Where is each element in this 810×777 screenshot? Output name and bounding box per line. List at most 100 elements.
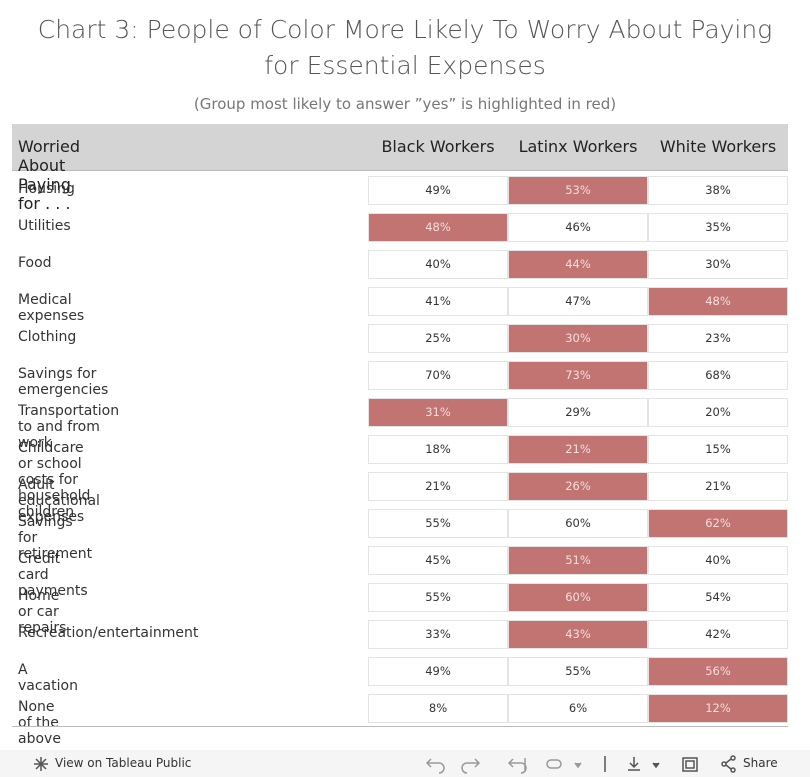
cell: [508, 472, 648, 501]
cell-value: 38%: [705, 183, 731, 197]
cell-value: 45%: [425, 553, 451, 567]
cell: [648, 361, 788, 390]
cell-value: 21%: [705, 479, 731, 493]
cell: [508, 694, 648, 723]
cell-value: 55%: [565, 664, 591, 678]
cell-value: 26%: [565, 479, 591, 493]
cell: [508, 435, 648, 464]
cell-value: 40%: [705, 553, 731, 567]
toolbar-icons: [425, 756, 698, 774]
cell: [648, 435, 788, 464]
column-header: Black Workers: [381, 137, 495, 156]
cell: [368, 583, 508, 612]
cell-value: 55%: [425, 516, 451, 530]
row-label: Recreation/entertainment: [18, 625, 199, 641]
row-label: Utilities: [18, 218, 71, 234]
cell: [648, 250, 788, 279]
view-link[interactable]: View on Tableau Public: [55, 756, 192, 770]
cell-value: 43%: [565, 627, 591, 641]
row-label: Adult educational expenses: [18, 477, 100, 525]
subtitle: (Group most likely to answer ”yes” is hi…: [193, 95, 617, 113]
cell: [648, 398, 788, 427]
cell-value: 25%: [425, 331, 451, 345]
cell: [508, 287, 648, 316]
row-label: None of the above: [18, 699, 61, 747]
cell-value: 12%: [705, 701, 731, 715]
cell-value: 21%: [425, 479, 451, 493]
cell: [648, 620, 788, 649]
toolbar: View on Tableau Public Share: [0, 750, 810, 777]
cell-value: 70%: [425, 368, 451, 382]
cell-value: 49%: [425, 664, 451, 678]
cell: [368, 324, 508, 353]
share-button[interactable]: Share: [743, 756, 778, 770]
cell: [368, 472, 508, 501]
cell: [368, 176, 508, 205]
cell-value: 18%: [425, 442, 451, 456]
cell: [508, 657, 648, 686]
row-label: A vacation: [18, 662, 78, 694]
column-header: White Workers: [659, 137, 777, 156]
row-label: Transportation to and from work: [18, 403, 120, 451]
cell-value: 44%: [565, 257, 591, 271]
cell: [368, 694, 508, 723]
cell-value: 40%: [425, 257, 451, 271]
table-bottom-rule: [12, 726, 788, 727]
row-label: Housing: [18, 181, 75, 197]
cell: [648, 287, 788, 316]
cell-value: 48%: [425, 220, 451, 234]
cell: [508, 398, 648, 427]
cell-value: 54%: [705, 590, 731, 604]
cell: [508, 213, 648, 242]
row-label: Food: [18, 255, 52, 271]
cell-value: 35%: [705, 220, 731, 234]
cell-value: 30%: [565, 331, 591, 345]
row-label: Clothing: [18, 329, 77, 345]
cell-value: 6%: [568, 701, 588, 715]
cell: [508, 361, 648, 390]
cell-value: 15%: [705, 442, 731, 456]
cell: [648, 583, 788, 612]
cell-value: 47%: [565, 294, 591, 308]
cell-value: 53%: [565, 183, 591, 197]
cell: [648, 546, 788, 575]
cell-value: 20%: [705, 405, 731, 419]
cell: [508, 546, 648, 575]
cell-value: 30%: [705, 257, 731, 271]
cell-value: 31%: [425, 405, 451, 419]
cell-value: 46%: [565, 220, 591, 234]
cell: [368, 213, 508, 242]
cell: [508, 250, 648, 279]
row-label: Childcare or school costs for household …: [18, 440, 91, 520]
tableau-icon: [34, 757, 48, 771]
cell: [368, 250, 508, 279]
cell-value: 21%: [565, 442, 591, 456]
cell: [508, 176, 648, 205]
column-header: Latinx Workers: [518, 137, 638, 156]
cell: [648, 694, 788, 723]
cell-value: 55%: [425, 590, 451, 604]
row-label: Credit card payments: [18, 551, 88, 599]
cell-value: 41%: [425, 294, 451, 308]
row-label: Medical expenses: [18, 292, 85, 324]
cell: [508, 620, 648, 649]
cell: [648, 324, 788, 353]
cell: [368, 509, 508, 538]
cell-value: 60%: [565, 516, 591, 530]
cell-value: 56%: [705, 664, 731, 678]
cell-value: 33%: [425, 627, 451, 641]
cell: [648, 213, 788, 242]
cell: [368, 546, 508, 575]
cell-value: 73%: [565, 368, 591, 382]
cell-value: 68%: [705, 368, 731, 382]
cell: [368, 657, 508, 686]
cell: [368, 620, 508, 649]
cell: [648, 657, 788, 686]
cell: [648, 509, 788, 538]
row-label: Home or car repairs: [18, 588, 67, 636]
cell: [368, 361, 508, 390]
cell-value: 60%: [565, 590, 591, 604]
cell: [368, 287, 508, 316]
share-icon: [721, 755, 736, 773]
